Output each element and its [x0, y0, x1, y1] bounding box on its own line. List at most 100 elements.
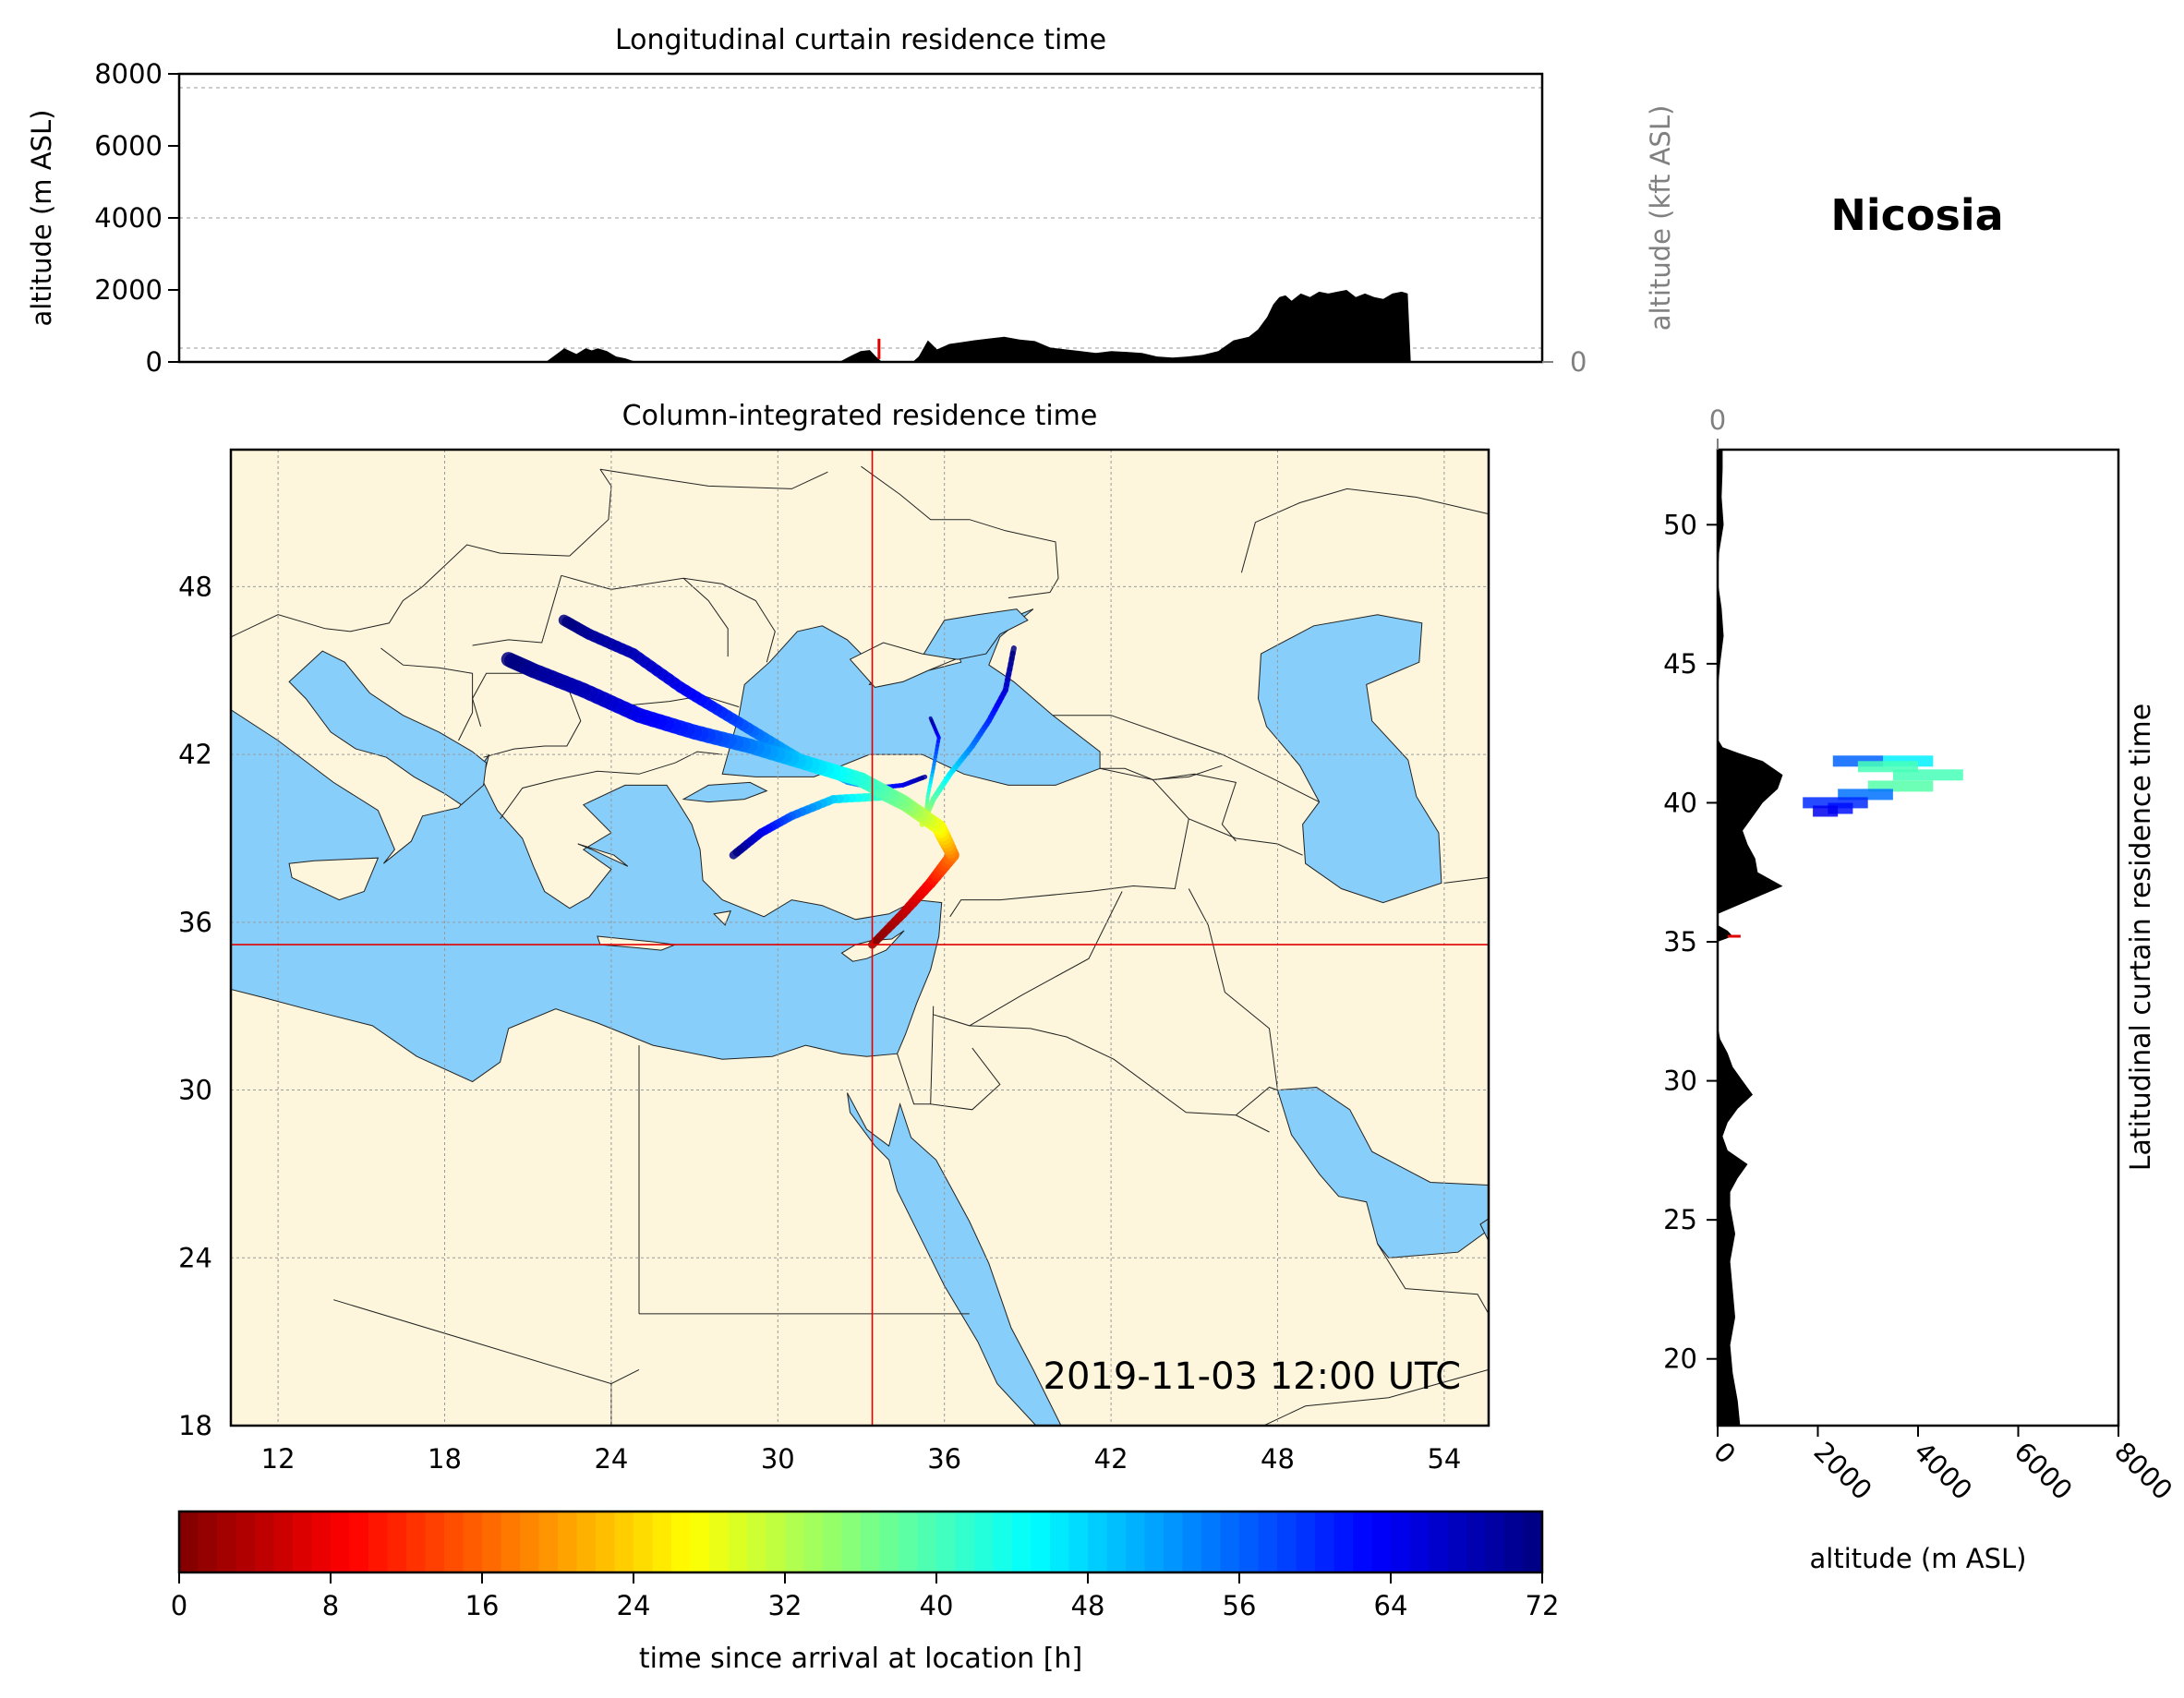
border-iran-caspian: [1189, 818, 1303, 856]
colorbar-cell: [311, 1511, 332, 1572]
colorbar-cell: [1333, 1511, 1354, 1572]
colorbar-cell: [709, 1511, 730, 1572]
longitudinal-ylabel: altitude (m ASL): [26, 110, 57, 327]
colorbar-cell: [1068, 1511, 1089, 1572]
plume-segment: [1009, 645, 1017, 656]
sicily-island: [288, 857, 380, 901]
colorbar-cell: [293, 1511, 313, 1572]
plume-segment: [928, 716, 934, 723]
plume-segment: [729, 848, 742, 860]
map-ytick-label: 42: [178, 739, 212, 770]
map-panel: Column-integrated residence time 12 18 24 3…: [178, 400, 1490, 1475]
latitudinal-xtick-label: 6000: [2009, 1436, 2079, 1506]
border-greece-north: [500, 762, 676, 820]
map-xtick-label: 24: [594, 1443, 628, 1475]
map-country-borders: [231, 465, 1489, 1426]
colorbar-cell: [520, 1511, 540, 1572]
black-sea: [721, 608, 1101, 786]
colorbar-cell: [444, 1511, 465, 1572]
colorbar-cell: [974, 1511, 995, 1572]
border-slovenia-austria: [325, 585, 423, 632]
latitudinal-residence-bar: [1892, 769, 1963, 781]
map-title: Column-integrated residence time: [622, 400, 1098, 432]
colorbar-cell: [1088, 1511, 1108, 1572]
colorbar-cell: [993, 1511, 1013, 1572]
map-xtick-label: 54: [1427, 1443, 1461, 1475]
colorbar-tick-label: 8: [322, 1590, 339, 1621]
colorbar-cell: [1106, 1511, 1127, 1572]
colorbar-cell: [463, 1511, 483, 1572]
border-serbia-hungary: [472, 575, 562, 646]
border-saudi-yemen: [1262, 1368, 1489, 1426]
colorbar-cell: [1504, 1511, 1525, 1572]
border-italy-north: [231, 614, 326, 638]
border-oman-uae: [1377, 1243, 1489, 1315]
colorbar-cell: [331, 1511, 351, 1572]
map-sea-layer: [231, 608, 1489, 1426]
colorbar-cell: [255, 1511, 275, 1572]
latitudinal-axes-frame: [1716, 448, 2120, 1427]
persian-gulf: [1276, 1086, 1489, 1258]
azov-sea: [921, 608, 1029, 660]
map-ytick-label: 24: [178, 1242, 212, 1273]
colorbar-gradient: [179, 1511, 1543, 1572]
colorbar-cell: [1144, 1511, 1164, 1572]
border-georgia: [1100, 765, 1223, 780]
colorbar-cell: [841, 1511, 862, 1572]
colorbar-cell: [1429, 1511, 1449, 1572]
colorbar-cell: [425, 1511, 445, 1572]
colorbar-tick-label: 0: [171, 1590, 187, 1621]
longitudinal-panel: Longitudinal curtain residence time 0 200…: [26, 24, 1676, 378]
latitudinal-residence-bar: [1813, 805, 1839, 817]
colorbar-cell: [633, 1511, 654, 1572]
colorbar-cell: [1353, 1511, 1373, 1572]
location-name: Nicosia: [1830, 190, 2003, 240]
border-moldova: [682, 577, 729, 657]
border-iraq-iran: [1188, 888, 1278, 1090]
colorbar-cell: [501, 1511, 521, 1572]
colorbar-cell: [349, 1511, 369, 1572]
map-ytick-label: 30: [178, 1075, 212, 1106]
timestamp-label: 2019-11-03 12:00 UTC: [1044, 1355, 1461, 1398]
longitudinal-ytick-label: 4000: [94, 202, 163, 234]
colorbar-cell: [596, 1511, 616, 1572]
colorbar-cell: [690, 1511, 710, 1572]
map-axes-frame: [229, 448, 1490, 1427]
gulf-of-oman: [1479, 1218, 1489, 1242]
colorbar-cell: [179, 1511, 199, 1572]
map-ytick-label: 18: [178, 1410, 212, 1441]
colorbar-cell: [1315, 1511, 1335, 1572]
colorbar-tick-label: 48: [1071, 1590, 1105, 1621]
colorbar-cell: [1391, 1511, 1411, 1572]
latitudinal-xtick-label: 0: [1707, 1436, 1742, 1470]
colorbar-cell: [879, 1511, 899, 1572]
colorbar-cell: [899, 1511, 919, 1572]
colorbar-cell: [1164, 1511, 1184, 1572]
colorbar-cell: [1182, 1511, 1202, 1572]
border-croatia-bosnia: [380, 647, 474, 741]
colorbar-cell: [747, 1511, 767, 1572]
colorbar-tick-label: 64: [1374, 1590, 1408, 1621]
latitudinal-terrain-area: [1718, 450, 1783, 1426]
colorbar-cell: [217, 1511, 237, 1572]
colorbar-cell: [785, 1511, 805, 1572]
colorbar-cell: [614, 1511, 634, 1572]
map-gridlines: [231, 450, 1489, 1426]
plume-track: [501, 652, 959, 949]
latitudinal-ytick-label: 50: [1663, 509, 1697, 540]
longitudinal-terrain-area: [179, 290, 1542, 362]
colorbar-cell: [1031, 1511, 1051, 1572]
latitudinal-xlabel: altitude (m ASL): [1810, 1543, 2027, 1574]
colorbar-cell: [1485, 1511, 1505, 1572]
colorbar-cell: [1239, 1511, 1260, 1572]
colorbar-cell: [387, 1511, 407, 1572]
border-slovakia-poland: [422, 544, 570, 587]
border-iraq-kuwait: [1236, 1086, 1278, 1116]
border-russia-ukraine: [861, 465, 1059, 598]
euboea-island: [577, 843, 629, 867]
map-ytick-label: 36: [178, 907, 212, 938]
sea-of-marmara: [682, 781, 768, 803]
longitudinal-ytick-label: 0: [146, 346, 163, 378]
latitudinal-xtick-label: 8000: [2108, 1436, 2178, 1506]
